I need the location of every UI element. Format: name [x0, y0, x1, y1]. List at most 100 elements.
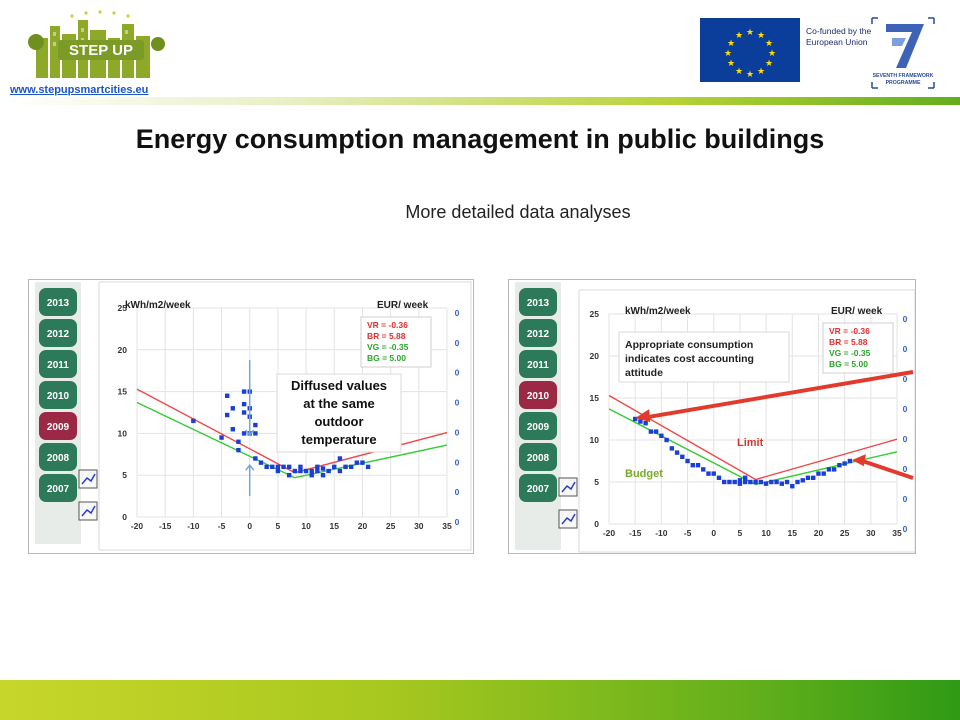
year-tab	[39, 381, 77, 409]
data-point	[753, 479, 758, 485]
website-link[interactable]: www.stepupsmartcities.eu	[10, 84, 149, 96]
svg-text:★: ★	[757, 67, 765, 77]
annotation-text-line: at the same	[303, 396, 375, 411]
page-subtitle: More detailed data analyses	[405, 202, 631, 222]
right-axis-tick-label: 0	[903, 404, 908, 414]
data-point	[742, 475, 748, 480]
right-axis-tick-label: 0	[903, 524, 908, 534]
arrow-left-cluster	[640, 370, 914, 421]
annotation-text-line: attitude	[625, 367, 663, 379]
svg-text:★: ★	[727, 39, 735, 49]
x-tick-label: 35	[442, 521, 452, 531]
right-axis-tick-label: 0	[903, 374, 908, 384]
x-tick-label: 30	[414, 521, 424, 531]
data-point	[241, 431, 247, 436]
data-point	[816, 471, 821, 476]
right-axis-tick-label: 0	[903, 464, 908, 474]
data-point	[779, 481, 784, 486]
data-point	[727, 479, 732, 485]
year-tab	[39, 350, 77, 378]
data-point	[811, 475, 816, 480]
year-tab-label: 2013	[47, 298, 70, 309]
svg-text:★: ★	[735, 67, 743, 77]
annotation-text-line: Appropriate consumption	[625, 339, 753, 351]
data-point	[236, 439, 241, 444]
data-point	[826, 467, 832, 472]
data-point	[769, 479, 774, 485]
data-point	[230, 427, 236, 432]
data-point	[298, 464, 303, 470]
year-tab-label: 2012	[47, 329, 70, 340]
x-tick-label: 0	[247, 521, 252, 531]
y-tick-label: 25	[118, 303, 128, 313]
x-tick-label: -20	[131, 521, 144, 531]
x-tick-label: -15	[629, 528, 642, 538]
right-axis-tick-label: 0	[455, 338, 460, 348]
x-tick-label: 5	[276, 521, 281, 531]
data-point	[286, 473, 292, 478]
right-axis-tick-label: 0	[455, 398, 460, 408]
header-divider	[0, 97, 960, 105]
x-tick-label: -5	[684, 528, 692, 538]
year-tab	[519, 443, 557, 471]
x-tick-label: 25	[386, 521, 396, 531]
data-point	[332, 464, 337, 470]
year-tab-label: 2009	[527, 422, 550, 433]
data-point	[821, 471, 826, 476]
annotation-text-line: temperature	[301, 432, 376, 447]
year-tab	[39, 443, 77, 471]
year-tab-label: 2010	[527, 391, 550, 402]
param-bg: BG = 5.00	[829, 359, 868, 369]
year-tab-label: 2011	[47, 360, 69, 371]
svg-text:★: ★	[727, 59, 735, 69]
arrow-right-cluster	[859, 458, 914, 480]
x-tick-label: -5	[218, 521, 226, 531]
params-box	[822, 322, 894, 374]
data-point	[732, 479, 737, 485]
data-point	[638, 419, 643, 424]
y-unit-right: EUR/ week	[831, 306, 883, 317]
year-tab	[39, 412, 77, 440]
annotation-text-line: outdoor	[314, 414, 363, 429]
data-point	[690, 463, 695, 468]
data-point	[737, 478, 743, 483]
param-vg: VG = -0.35	[367, 342, 409, 352]
y-tick-label: 5	[594, 477, 599, 487]
right-axis-tick-label: 0	[455, 517, 460, 527]
data-point	[253, 422, 258, 428]
y-tick-label: 5	[122, 470, 127, 480]
x-tick-label: 5	[738, 528, 743, 538]
data-point	[695, 463, 701, 468]
edit-tool-icon-glyph	[561, 513, 576, 525]
data-point	[701, 467, 706, 472]
data-point	[748, 479, 753, 485]
year-tab	[519, 412, 557, 440]
annotation-box	[276, 373, 402, 453]
eu-line-2: European Union	[806, 37, 868, 47]
range-arrow-lower-head	[245, 463, 255, 471]
y-unit-right: EUR/ week	[377, 300, 429, 311]
svg-text:★: ★	[746, 70, 754, 80]
data-point	[365, 464, 371, 470]
svg-text:★: ★	[765, 59, 773, 69]
data-point	[303, 468, 309, 474]
data-point	[253, 456, 258, 461]
year-tab-label: 2008	[527, 453, 550, 464]
data-point	[309, 468, 314, 474]
y-tick-label: 20	[118, 345, 128, 355]
year-tab	[39, 288, 77, 316]
svg-text:★: ★	[746, 28, 754, 38]
data-point	[805, 475, 811, 480]
data-point	[315, 464, 320, 470]
data-point	[275, 468, 281, 474]
x-tick-label: 15	[788, 528, 798, 538]
data-point	[659, 433, 664, 438]
y-tick-label: 15	[118, 387, 128, 397]
param-br: BR = 5.88	[367, 331, 406, 341]
svg-text:★: ★	[724, 49, 732, 59]
data-point	[742, 479, 748, 485]
data-point	[716, 475, 722, 480]
data-point	[653, 429, 659, 434]
y-unit-left: kWh/m2/week	[625, 306, 691, 317]
